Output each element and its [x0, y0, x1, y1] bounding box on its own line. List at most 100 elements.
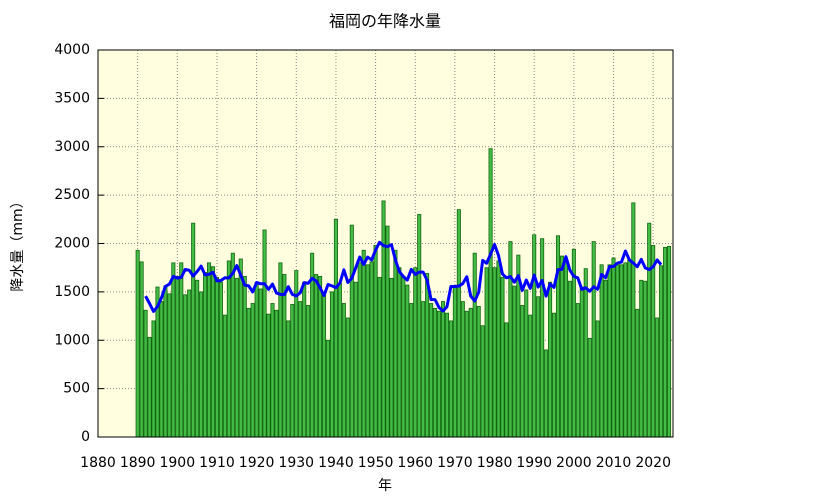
bar [262, 229, 267, 438]
bar [520, 305, 525, 438]
bar [456, 209, 461, 438]
bar [322, 294, 327, 438]
bar [643, 280, 648, 438]
bar [238, 258, 243, 438]
bar [639, 279, 644, 438]
bar [583, 268, 588, 438]
x-tick-label: 1890 [120, 455, 156, 471]
bar [555, 235, 561, 438]
y-tick-label: 2000 [54, 236, 90, 252]
x-tick-label: 1960 [397, 455, 433, 471]
bar [425, 273, 430, 438]
bar [540, 238, 545, 438]
bar [603, 279, 608, 438]
bar [480, 325, 485, 438]
bar [290, 304, 295, 438]
x-tick-label: 1930 [278, 455, 314, 471]
bar [405, 284, 410, 438]
bar [318, 275, 323, 438]
bar [242, 275, 247, 438]
bar [187, 289, 192, 438]
bar [254, 281, 259, 438]
bar [587, 337, 592, 438]
y-tick-label: 0 [81, 429, 90, 445]
bar [504, 322, 509, 438]
x-tick-label: 1990 [516, 455, 552, 471]
bar [484, 267, 489, 438]
bar [349, 224, 354, 438]
bar [234, 277, 239, 438]
bar [627, 259, 632, 438]
bar [444, 312, 449, 438]
bar [536, 296, 541, 438]
bar [611, 257, 616, 438]
bar [135, 249, 140, 438]
x-axis-label: 年 [378, 478, 392, 494]
bar [496, 260, 501, 438]
bar [663, 246, 668, 438]
bar [226, 260, 231, 438]
bar [377, 276, 382, 438]
bar [278, 262, 283, 438]
bar [171, 262, 176, 438]
bar [286, 320, 291, 438]
bar [500, 276, 505, 438]
bar [532, 234, 537, 438]
x-tick-label: 1900 [159, 455, 195, 471]
bar [544, 349, 549, 438]
x-tick-label: 1970 [437, 455, 473, 471]
bar [191, 222, 196, 438]
bar [464, 310, 469, 438]
x-tick-label: 1910 [199, 455, 235, 471]
bar [361, 249, 366, 438]
bar [345, 317, 350, 438]
bar [203, 272, 208, 438]
bar [659, 265, 664, 438]
bar [437, 310, 442, 438]
bar [433, 307, 438, 438]
bar [508, 241, 513, 438]
bar [175, 275, 180, 438]
bar [147, 336, 152, 438]
bar [369, 261, 374, 438]
bar [246, 307, 251, 438]
bar [409, 303, 414, 438]
bar [329, 291, 334, 438]
bar [417, 214, 422, 438]
bar [270, 303, 275, 438]
bar [274, 309, 279, 438]
bar [591, 241, 596, 438]
bar [167, 293, 172, 438]
bar [139, 261, 144, 438]
bar [429, 303, 434, 438]
y-tick-label: 1000 [54, 332, 90, 348]
line [144, 240, 663, 313]
bar [635, 308, 640, 438]
bar [472, 252, 477, 438]
bar [397, 267, 402, 438]
x-tick-label: 2020 [635, 455, 671, 471]
bar [333, 218, 338, 438]
x-tick-label: 1920 [239, 455, 275, 471]
bar [282, 274, 287, 438]
bar [302, 281, 307, 438]
bar [528, 314, 533, 438]
bar [385, 225, 390, 438]
x-tick-label: 1880 [80, 455, 116, 471]
bar [230, 252, 235, 438]
y-tick-label: 2500 [54, 187, 90, 203]
bar [492, 267, 497, 438]
bar [179, 262, 184, 438]
x-tick-label: 1980 [477, 455, 513, 471]
y-tick-label: 4000 [54, 42, 90, 58]
bar [389, 277, 394, 438]
bar [512, 285, 517, 438]
bar [599, 264, 604, 438]
bar [524, 289, 529, 438]
bar [163, 285, 168, 438]
bar [218, 281, 223, 438]
bar [314, 274, 319, 438]
y-axis-label: 降水量（mm） [10, 194, 26, 291]
bar [452, 286, 457, 438]
bar [207, 262, 212, 438]
